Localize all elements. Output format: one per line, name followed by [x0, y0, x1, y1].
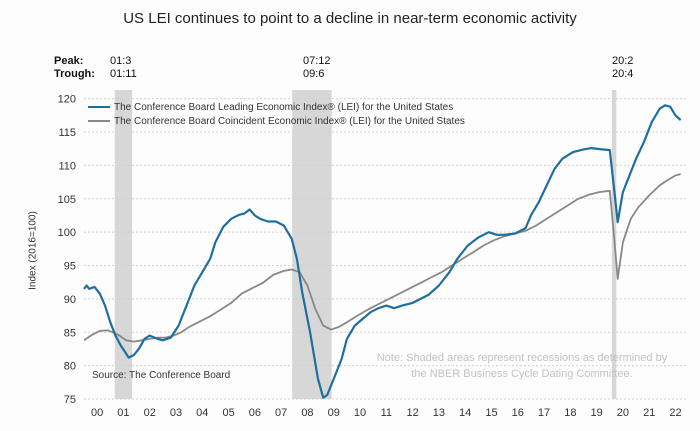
x-tick-label-10: 10 [354, 407, 366, 419]
series-coincident-line [83, 173, 681, 343]
x-tick-label-03: 03 [170, 407, 182, 419]
legend-swatch-lei [88, 106, 110, 108]
recession-note-line-2: the NBER Business Cycle Dating Committee… [411, 368, 633, 380]
legend-swatch-cei [88, 120, 110, 122]
x-tick-label-16: 16 [512, 407, 524, 419]
x-tick-label-02: 02 [144, 407, 156, 419]
y-tick-label-85: 85 [64, 327, 76, 339]
x-tick-label-14: 14 [459, 407, 471, 419]
x-tick-label-11: 11 [381, 407, 392, 419]
y-tick-label-100: 100 [58, 227, 76, 239]
chart-title: US LEI continues to point to a decline i… [123, 10, 577, 27]
x-tick-label-19: 19 [590, 407, 602, 419]
y-tick-label-110: 110 [58, 160, 76, 172]
x-tick-label-22: 22 [669, 407, 681, 419]
legend-label-cei: The Conference Board Coincident Economic… [114, 115, 465, 127]
y-tick-label-75: 75 [64, 394, 76, 406]
peak-header: Peak: [54, 55, 84, 67]
y-tick-label-105: 105 [58, 194, 76, 206]
recession-1-trough: 01:11 [110, 68, 137, 80]
series-lei-line [83, 104, 682, 399]
x-tick-label-21: 21 [643, 407, 655, 419]
y-tick-label-120: 120 [58, 94, 76, 106]
x-tick-label-01: 01 [117, 407, 129, 419]
x-tick-label-18: 18 [564, 407, 576, 419]
x-tick-label-05: 05 [222, 407, 234, 419]
recession-note: Note: Shaded areas represent recessions … [352, 350, 692, 382]
x-tick-label-07: 07 [275, 407, 287, 419]
x-tick-label-12: 12 [406, 407, 418, 419]
legend-item-cei: The Conference Board Coincident Economic… [88, 114, 465, 128]
x-tick-label-04: 04 [196, 407, 208, 419]
x-tick-label-20: 20 [617, 407, 629, 419]
recession-band-1 [114, 90, 133, 399]
recession-3-peak: 20:2 [612, 55, 634, 67]
legend-item-lei: The Conference Board Leading Economic In… [88, 100, 465, 114]
x-tick-label-13: 13 [433, 407, 445, 419]
y-tick-label-115: 115 [58, 127, 76, 139]
recession-2-trough: 09:6 [303, 68, 325, 80]
recession-2-peak: 07:12 [303, 55, 331, 67]
x-tick-label-08: 08 [301, 407, 313, 419]
y-tick-label-95: 95 [64, 261, 76, 273]
recession-note-line-1: Note: Shaded areas represent recessions … [376, 352, 668, 364]
legend: The Conference Board Leading Economic In… [88, 100, 465, 128]
x-tick-label-09: 09 [328, 407, 340, 419]
trough-header: Trough: [54, 68, 95, 80]
recession-1-peak: 01:3 [110, 55, 132, 67]
x-tick-label-00: 00 [91, 407, 103, 419]
y-tick-label-80: 80 [64, 361, 76, 373]
x-tick-label-17: 17 [538, 407, 550, 419]
recession-3-trough: 20:4 [612, 68, 634, 80]
recession-band-2 [292, 90, 332, 399]
x-tick-label-15: 15 [485, 407, 497, 419]
source-note: Source: The Conference Board [92, 370, 231, 381]
x-tick-label-06: 06 [249, 407, 261, 419]
legend-label-lei: The Conference Board Leading Economic In… [114, 101, 454, 113]
y-tick-label-90: 90 [64, 294, 76, 306]
